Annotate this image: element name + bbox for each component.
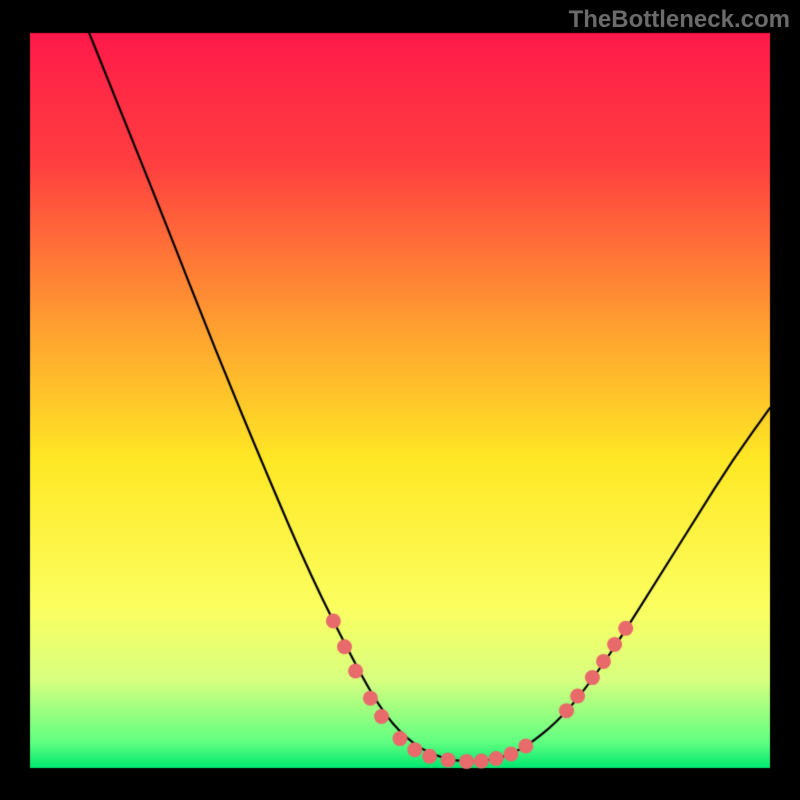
watermark-label: TheBottleneck.com [569,6,790,34]
chart-root: TheBottleneck.com [0,0,800,800]
curve-canvas [0,0,800,800]
